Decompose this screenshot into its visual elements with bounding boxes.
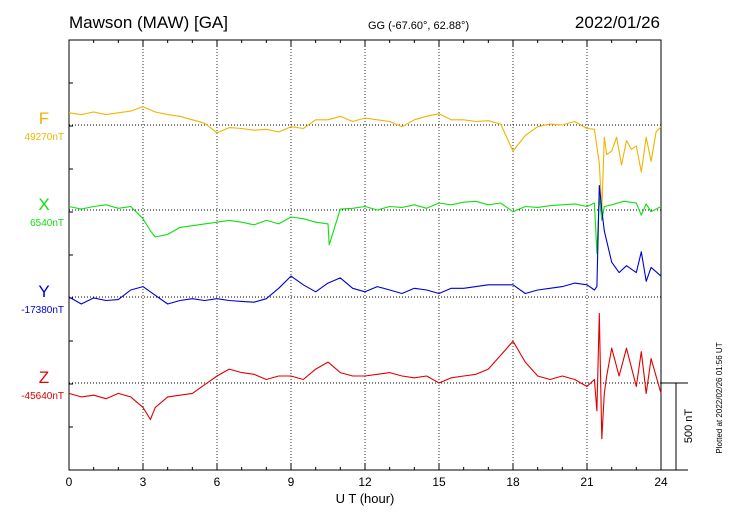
x-tick-label-24: 24 xyxy=(654,475,668,489)
series-line-F xyxy=(68,106,662,211)
x-tick-label-9: 9 xyxy=(288,475,295,489)
x-tick-label-3: 3 xyxy=(140,475,147,489)
series-lines xyxy=(68,106,662,440)
plotted-note: Plotted at 2022/02/26 01:56 UT xyxy=(715,342,724,453)
scale-bar: 500 nT xyxy=(661,382,695,471)
series-name-F: F xyxy=(39,109,49,128)
scale-bar-label: 500 nT xyxy=(683,409,695,444)
series-baseline-label-Y: -17380nT xyxy=(21,305,64,316)
x-tick-label-15: 15 xyxy=(432,475,446,489)
x-tick-label-21: 21 xyxy=(580,475,594,489)
x-tick-label-12: 12 xyxy=(358,475,372,489)
x-axis-label: U T (hour) xyxy=(336,491,395,506)
series-name-Y: Y xyxy=(38,282,49,301)
x-tick-label-0: 0 xyxy=(66,475,73,489)
series-line-Z xyxy=(68,312,662,440)
x-tick-label-18: 18 xyxy=(506,475,520,489)
coordinates-label: GG (-67.60°, 62.88°) xyxy=(368,20,469,32)
series-name-Z: Z xyxy=(39,368,49,387)
series-name-X: X xyxy=(38,195,49,214)
date-label: 2022/01/26 xyxy=(575,13,660,32)
axis-ticks: 0 3 6 9 12 15 18 21 24 xyxy=(66,39,668,489)
station-title: Mawson (MAW) [GA] xyxy=(69,13,228,32)
series-baseline-label-F: 49270nT xyxy=(25,132,64,143)
series-baseline-label-X: 6540nT xyxy=(30,218,64,229)
series-line-Y xyxy=(68,185,662,305)
x-tick-label-6: 6 xyxy=(214,475,221,489)
series-labels: F 49270nT X 6540nT Y -17380nT Z -45640nT xyxy=(21,109,64,402)
vertical-gridlines xyxy=(142,40,588,470)
series-baseline-label-Z: -45640nT xyxy=(21,391,64,402)
